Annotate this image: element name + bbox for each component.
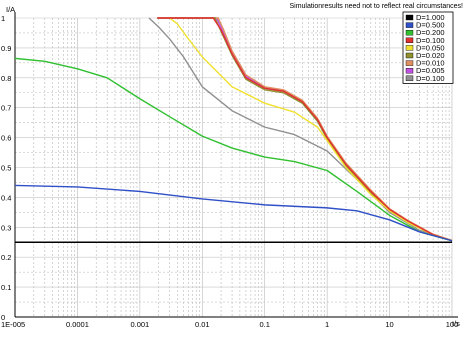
x-tick-label: 1 — [325, 320, 329, 329]
grid — [14, 17, 453, 318]
legend: D=1.000D=0.500D=0.200D=0.100D=0.050D=0.0… — [402, 11, 454, 84]
series-line-d-0-050 — [169, 17, 453, 242]
legend-swatch — [405, 67, 414, 74]
legend-swatch — [405, 75, 414, 82]
x-tick-label: 100 — [446, 320, 459, 329]
y-tick-label: 0.7 — [1, 104, 11, 113]
legend-entry-label: D=0.100 — [416, 36, 445, 45]
legend-entry-label: D=0.050 — [416, 43, 445, 52]
y-tick-label: 0 — [1, 313, 5, 322]
disclaimer-note: Simulationresults need not to reflect re… — [289, 3, 463, 10]
series-line-d-0-100 — [157, 17, 453, 242]
y-tick-label: 0.2 — [1, 253, 11, 262]
legend-entry-label: D=0.100 — [416, 74, 445, 83]
y-tick-label: 0.9 — [1, 44, 11, 53]
legend-entry-label: D=0.500 — [416, 21, 445, 30]
legend-swatch — [405, 60, 414, 66]
y-axis-label: I/A — [6, 5, 15, 14]
legend-swatch — [405, 30, 414, 36]
x-tick-label: 0.0001 — [66, 320, 89, 329]
series-line-d-0-100 — [148, 17, 453, 242]
series-lines — [14, 17, 453, 244]
legend-swatch — [405, 37, 414, 43]
legend-swatch — [405, 22, 414, 28]
series-line-d-0-200 — [14, 57, 453, 242]
legend-swatch — [405, 14, 414, 21]
x-tick-label: 10 — [385, 320, 393, 329]
legend-swatch — [405, 52, 414, 59]
legend-entry-label: D=1.000 — [416, 13, 445, 22]
y-tick-label: 1 — [1, 14, 5, 23]
series-line-d-0-500 — [14, 184, 453, 242]
x-tick-label: 0.01 — [195, 320, 210, 329]
x-tick-label: 0.1 — [259, 320, 269, 329]
legend-swatch — [405, 45, 414, 51]
y-tick-label: 0.3 — [1, 223, 11, 232]
y-tick-label: 0.6 — [1, 134, 11, 143]
tick-labels: 0 0.1 0.2 0.3 0.4 0.5 0.6 0.7 0.8 0.9 1 1E-005 0.000… — [1, 14, 458, 329]
legend-entry-label: D=0.200 — [416, 28, 445, 37]
y-tick-label: 0.4 — [1, 193, 11, 202]
x-tick-label: 1E-005 — [1, 320, 25, 329]
x-tick-label: 0.001 — [130, 320, 149, 329]
legend-entry-label: D=0.005 — [416, 66, 445, 75]
y-tick-label: 0.5 — [1, 164, 11, 173]
legend-entry-label: D=0.010 — [416, 59, 445, 68]
y-tick-label: 0.1 — [1, 283, 11, 292]
x-axis-label: t/s — [452, 319, 460, 328]
axes — [14, 12, 458, 318]
y-tick-label: 0.8 — [1, 74, 11, 83]
legend-entry-label: D=0.020 — [416, 51, 445, 60]
